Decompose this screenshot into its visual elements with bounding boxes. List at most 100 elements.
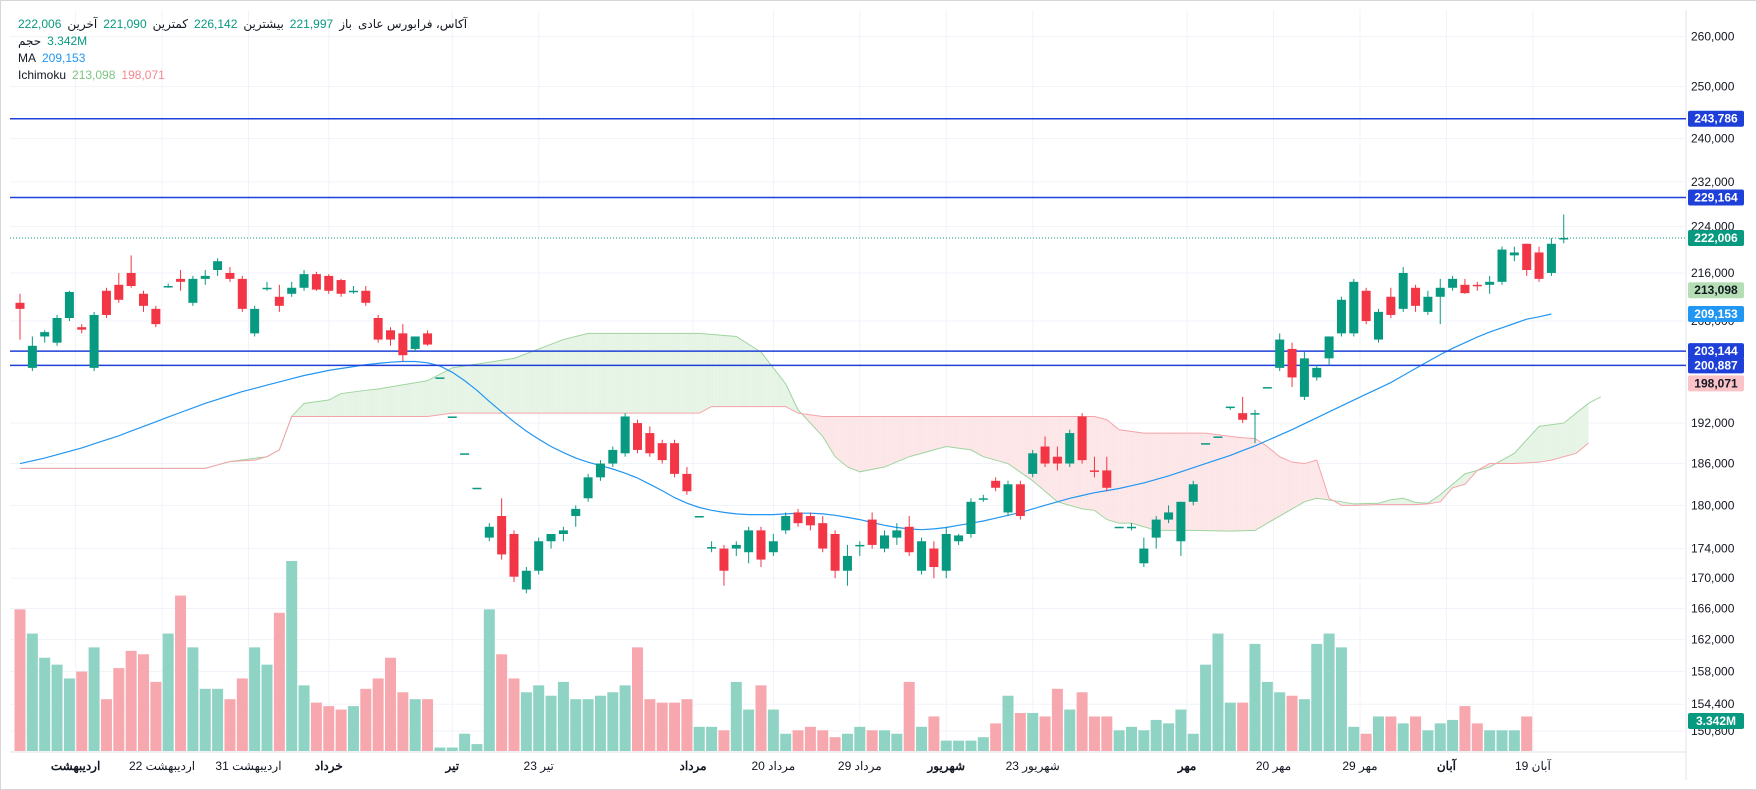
cloud-segment: [943, 416, 947, 448]
cloud-segment: [1248, 438, 1252, 531]
cloud-segment: [606, 333, 610, 414]
candle: [1262, 387, 1272, 389]
candle: [262, 281, 272, 291]
candle-body: [200, 275, 210, 279]
candle: [1065, 429, 1075, 467]
cloud-segment: [689, 333, 694, 414]
candle: [645, 426, 655, 457]
candle-body: [336, 280, 346, 294]
volume-bar: [471, 744, 483, 751]
candle-body: [1336, 299, 1346, 334]
cloud-segment: [742, 340, 746, 407]
cloud-segment: [745, 342, 749, 407]
cloud-segment: [754, 348, 758, 407]
ichimoku-span-a-line: [20, 332, 1602, 532]
volume-bar: [582, 699, 594, 751]
symbol-name[interactable]: آکاس، فرابورس عادی: [357, 17, 468, 31]
candle: [929, 541, 939, 579]
price-badge-box: [1688, 229, 1744, 246]
candle-body: [287, 287, 297, 294]
cloud-segment: [656, 333, 660, 414]
candle-body: [1201, 443, 1211, 445]
candle: [1003, 480, 1013, 517]
ma-label: MA: [18, 51, 36, 65]
ma-legend-row[interactable]: MA 209,153: [18, 50, 467, 67]
time-tick-label: شهریور: [926, 759, 965, 774]
candle-body: [1238, 413, 1248, 420]
candle: [1015, 480, 1025, 520]
candle: [583, 473, 593, 502]
cloud-segment: [1526, 436, 1530, 463]
cloud-segment: [1279, 456, 1283, 517]
price-badge-label: 203,144: [1694, 344, 1738, 358]
cloud-segment: [1569, 415, 1574, 456]
candle-body: [929, 548, 939, 568]
candle-body: [423, 333, 433, 345]
volume-bar: [1298, 699, 1310, 751]
cloud-segment: [964, 416, 968, 450]
cloud-segment: [1255, 438, 1259, 531]
cloud-segment: [535, 348, 539, 414]
cloud-segment: [1585, 403, 1589, 446]
price-tick-label: 240,000: [1691, 132, 1735, 146]
candle-body: [1522, 243, 1532, 271]
price-badge-label: 229,164: [1694, 191, 1738, 205]
cloud-segment: [912, 416, 916, 456]
candle: [1028, 449, 1038, 478]
cloud-segment: [1566, 418, 1570, 456]
volume-bar: [1039, 716, 1051, 751]
candle-body: [1003, 484, 1013, 513]
candle-body: [991, 480, 1001, 488]
cloud-segment: [983, 416, 987, 458]
price-badge: 203,144: [1688, 343, 1744, 360]
candle-body: [1448, 278, 1458, 288]
cloud-segment: [600, 333, 604, 414]
price-badge: 213,098: [1688, 282, 1744, 299]
cloud-segment: [1187, 433, 1191, 531]
volume-bar: [1422, 730, 1434, 751]
cloud-segment: [1051, 416, 1055, 500]
cloud-segment: [625, 333, 629, 414]
candle: [941, 526, 951, 579]
cloud-segment: [974, 416, 978, 454]
close-value: 222,006: [18, 17, 62, 31]
cloud-segment: [514, 357, 518, 414]
cloud-segment: [393, 385, 397, 417]
cloud-segment: [470, 364, 474, 414]
volume-bar: [1126, 726, 1137, 751]
volume-bar: [792, 730, 804, 751]
candle: [250, 305, 260, 337]
volume-bar: [1212, 633, 1224, 751]
price-badge: 243,786: [1688, 110, 1744, 127]
cloud-segment: [1168, 433, 1172, 531]
cloud-segment: [1434, 496, 1438, 503]
cloud-segment: [1285, 459, 1289, 513]
time-tick-label: اردیبهشت: [51, 759, 100, 774]
cloud-segment: [921, 416, 925, 454]
time-tick-label: 20 مهر: [1256, 759, 1291, 773]
cloud-segment: [1094, 416, 1098, 513]
cloud-segment: [699, 333, 703, 414]
cloud-segment: [1159, 433, 1163, 531]
volume-bar: [51, 664, 63, 751]
cloud-segment: [887, 416, 891, 466]
cloud-segment: [1545, 425, 1549, 462]
volume-bar: [360, 688, 372, 751]
candle-body: [89, 314, 99, 368]
volume-bar: [446, 747, 458, 751]
candle: [237, 275, 247, 312]
cloud-segment: [665, 333, 669, 414]
time-tick-label: مرداد: [680, 759, 707, 774]
cloud-segment: [544, 345, 548, 414]
volume-legend-row[interactable]: حجم 3.342M: [18, 33, 467, 50]
cloud-segment: [1060, 416, 1064, 504]
candle: [1275, 333, 1285, 372]
candle-body: [1435, 287, 1445, 297]
volume-bar: [422, 699, 434, 751]
candle-body: [954, 535, 964, 542]
candle: [1139, 537, 1149, 568]
candle-body: [114, 284, 124, 300]
ichimoku-legend-row[interactable]: Ichimoku 213,098 198,071: [18, 67, 467, 84]
